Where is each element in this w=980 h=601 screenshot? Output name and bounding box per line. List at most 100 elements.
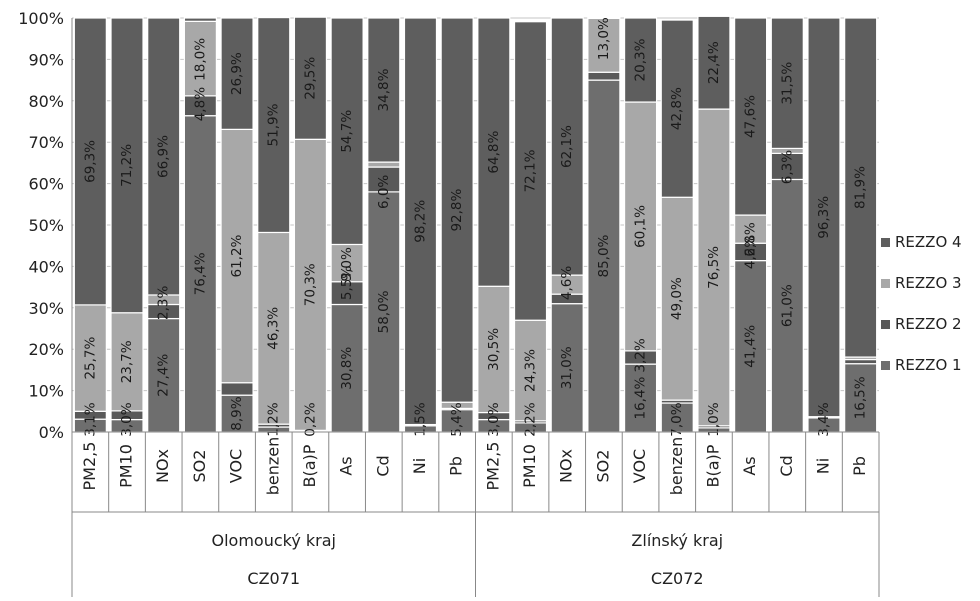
group-code-label: CZ071 bbox=[247, 569, 300, 588]
data-label: 9,0% bbox=[339, 247, 355, 281]
data-label: 71,2% bbox=[119, 144, 135, 187]
data-label: 51,9% bbox=[266, 103, 282, 146]
chart-legend: REZZO 4 REZZO 3 REZZO 2 REZZO 1 bbox=[881, 232, 980, 396]
data-label: 30,8% bbox=[339, 347, 355, 390]
data-label: 16,5% bbox=[853, 376, 869, 419]
y-tick-label: 80% bbox=[28, 92, 64, 111]
data-label: 16,4% bbox=[633, 376, 649, 419]
data-label: 42,8% bbox=[669, 87, 685, 130]
data-label: 76,5% bbox=[706, 246, 722, 289]
data-label: 47,6% bbox=[743, 95, 759, 138]
data-label: 81,9% bbox=[853, 166, 869, 209]
y-tick-label: 10% bbox=[28, 382, 64, 401]
data-label: 8,9% bbox=[229, 396, 245, 430]
x-tick-label: SO2 bbox=[190, 450, 209, 483]
x-tick-label: VOC bbox=[227, 449, 246, 483]
x-tick-label: benzen bbox=[263, 437, 282, 496]
y-tick-label: 0% bbox=[39, 423, 64, 442]
bar-segment bbox=[368, 162, 400, 167]
bar-segment bbox=[845, 360, 877, 364]
data-label: 61,0% bbox=[779, 284, 795, 327]
data-label: 6,8% bbox=[743, 222, 759, 256]
x-tick-label: PM10 bbox=[520, 444, 539, 488]
data-label: 54,7% bbox=[339, 110, 355, 153]
data-label: 4,8% bbox=[192, 87, 208, 121]
data-label: 72,1% bbox=[523, 149, 539, 192]
data-label: 23,7% bbox=[119, 340, 135, 383]
data-label: 22,4% bbox=[706, 41, 722, 84]
bar-segment bbox=[221, 383, 253, 395]
legend-swatch bbox=[881, 320, 890, 329]
data-label: 96,3% bbox=[816, 196, 832, 239]
x-tick-label: VOC bbox=[630, 449, 649, 483]
data-label: 58,0% bbox=[376, 290, 392, 333]
data-label: 49,0% bbox=[669, 277, 685, 320]
data-label: 27,4% bbox=[156, 354, 172, 397]
legend-item: REZZO 1 bbox=[881, 355, 980, 375]
data-label: 64,8% bbox=[486, 131, 502, 174]
x-tick-label: As bbox=[740, 456, 759, 475]
data-label: 70,3% bbox=[302, 263, 318, 306]
x-tick-label: B(a)P bbox=[703, 444, 722, 487]
legend-swatch bbox=[881, 238, 890, 247]
data-label: 6,0% bbox=[376, 175, 392, 209]
data-label: 20,3% bbox=[633, 38, 649, 81]
legend-label: REZZO 2 bbox=[895, 315, 962, 333]
legend-label: REZZO 4 bbox=[895, 233, 962, 251]
y-tick-label: 100% bbox=[18, 9, 64, 28]
y-tick-label: 20% bbox=[28, 340, 64, 359]
bar-segment bbox=[588, 72, 620, 80]
x-tick-label: Cd bbox=[777, 455, 796, 476]
y-tick-label: 60% bbox=[28, 175, 64, 194]
data-label: 29,5% bbox=[302, 57, 318, 100]
y-tick-label: 70% bbox=[28, 133, 64, 152]
y-tick-label: 90% bbox=[28, 50, 64, 69]
group-label: Zlínský kraj bbox=[631, 531, 723, 550]
data-label: 41,4% bbox=[743, 325, 759, 368]
data-label: 30,5% bbox=[486, 328, 502, 371]
data-label: 18,0% bbox=[192, 38, 208, 81]
x-tick-label: Ni bbox=[410, 458, 429, 474]
data-label: 24,3% bbox=[523, 349, 539, 392]
x-tick-label: PM2,5 bbox=[80, 442, 99, 491]
x-tick-label: PM10 bbox=[117, 444, 136, 488]
data-label: 31,5% bbox=[779, 62, 795, 105]
data-label: 61,2% bbox=[229, 234, 245, 277]
legend-swatch bbox=[881, 279, 890, 288]
data-label: 92,8% bbox=[449, 188, 465, 231]
data-label: 13,0% bbox=[596, 17, 612, 60]
x-tick-label: B(a)P bbox=[300, 444, 319, 487]
data-label: 85,0% bbox=[596, 234, 612, 277]
bar-segment bbox=[184, 18, 216, 21]
y-tick-label: 30% bbox=[28, 299, 64, 318]
data-label: 2,3% bbox=[156, 286, 172, 320]
x-tick-label: Ni bbox=[813, 458, 832, 474]
x-tick-label: SO2 bbox=[593, 450, 612, 483]
legend-label: REZZO 1 bbox=[895, 356, 962, 374]
data-label: 98,2% bbox=[412, 200, 428, 243]
data-label: 31,0% bbox=[559, 346, 575, 389]
x-tick-label: PM2,5 bbox=[483, 442, 502, 491]
data-label: 25,7% bbox=[82, 336, 98, 379]
x-tick-label: NOx bbox=[153, 449, 172, 483]
legend-label: REZZO 3 bbox=[895, 274, 962, 292]
legend-item: REZZO 4 bbox=[881, 232, 980, 252]
group-code-label: CZ072 bbox=[651, 569, 704, 588]
x-tick-label: Pb bbox=[850, 456, 869, 476]
data-label: 3,2% bbox=[633, 338, 649, 372]
x-tick-label: As bbox=[337, 456, 356, 475]
y-tick-label: 50% bbox=[28, 216, 64, 235]
legend-item: REZZO 3 bbox=[881, 273, 980, 293]
data-label: 34,8% bbox=[376, 68, 392, 111]
x-tick-label: Cd bbox=[373, 455, 392, 476]
data-label: 26,9% bbox=[229, 52, 245, 95]
legend-item: REZZO 2 bbox=[881, 314, 980, 334]
data-label: 76,4% bbox=[192, 252, 208, 295]
group-label: Olomoucký kraj bbox=[212, 531, 336, 550]
x-tick-label: Pb bbox=[447, 456, 466, 476]
data-label: 62,1% bbox=[559, 125, 575, 168]
data-label: 66,9% bbox=[156, 135, 172, 178]
data-label: 69,3% bbox=[82, 140, 98, 183]
